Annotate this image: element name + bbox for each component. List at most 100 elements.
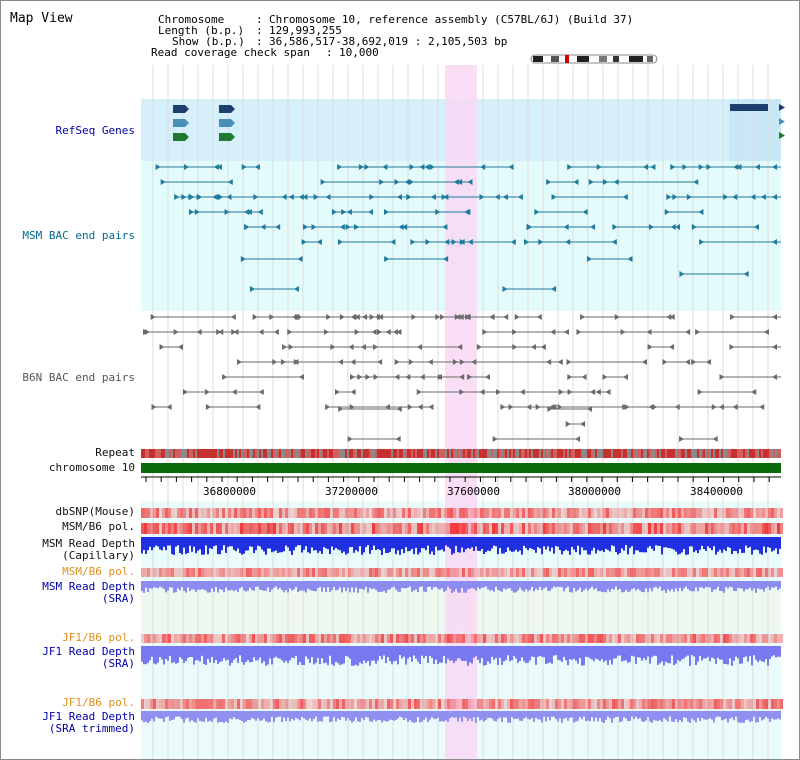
depth-bar <box>639 537 641 553</box>
bac-end-glyph <box>581 374 587 380</box>
depth-bar <box>729 711 731 719</box>
depth-bar <box>377 711 379 721</box>
depth-bar <box>365 711 367 717</box>
depth-bar <box>347 646 349 657</box>
chromosome-ideogram[interactable] <box>529 53 661 65</box>
depth-bar <box>527 646 529 663</box>
depth-bar <box>333 646 335 666</box>
depth-bar <box>753 537 755 551</box>
track-label-jf1-depth-trimmed[interactable]: JF1 Read Depth <box>42 710 135 723</box>
track-label-msm-pol-2[interactable]: MSM/B6 pol. <box>62 565 135 578</box>
bac-end-glyph <box>679 436 685 442</box>
heat-cell <box>237 508 240 518</box>
track-label-jf1-pol-2[interactable]: JF1/B6 pol. <box>62 696 135 709</box>
track-label-repeat[interactable]: Repeat <box>95 446 135 459</box>
bac-end-glyph <box>718 404 724 410</box>
depth-bar <box>665 537 667 548</box>
depth-bar <box>511 646 513 661</box>
bac-end-glyph <box>350 389 356 395</box>
heat-cell <box>702 634 705 643</box>
bac-end-glyph <box>662 359 668 365</box>
heat-cell <box>246 508 249 518</box>
heat-cell <box>498 699 501 709</box>
repeat-mark <box>367 449 369 458</box>
track-label-b6n-bac[interactable]: B6N BAC end pairs <box>22 371 135 384</box>
repeat-mark <box>633 449 635 458</box>
heat-cell <box>720 508 723 518</box>
depth-bar <box>227 537 229 548</box>
heat-cell <box>702 568 705 577</box>
heat-cell <box>504 699 507 709</box>
heat-cell <box>765 523 768 534</box>
track-label-chromosome[interactable]: chromosome 10 <box>48 461 135 474</box>
repeat-mark <box>535 449 537 458</box>
track-label-jf1-pol[interactable]: JF1/B6 pol. <box>62 631 135 644</box>
repeat-mark <box>587 449 589 458</box>
bac-end-glyph <box>587 406 593 412</box>
depth-bar <box>173 581 175 593</box>
heat-cell <box>237 634 240 643</box>
depth-bar <box>769 646 771 659</box>
depth-bar <box>443 711 445 722</box>
heat-cell <box>267 568 270 577</box>
heat-cell <box>312 634 315 643</box>
depth-bar <box>253 646 255 658</box>
heat-cell <box>780 523 783 534</box>
depth-bar <box>463 711 465 717</box>
heat-cell <box>474 634 477 643</box>
track-label-jf1-depth-sra[interactable]: JF1 Read Depth <box>42 645 135 658</box>
heat-cell <box>678 508 681 518</box>
depth-bar <box>333 581 335 587</box>
depth-bar <box>767 581 769 587</box>
depth-bar <box>533 537 535 550</box>
track-label-dbsnp[interactable]: dbSNP(Mouse) <box>55 505 135 518</box>
track-label-msm-depth-capillary[interactable]: MSM Read Depth <box>42 537 135 550</box>
heat-cell <box>684 508 687 518</box>
depth-bar <box>763 646 765 663</box>
depth-bar <box>771 646 773 657</box>
heat-cell <box>321 568 324 577</box>
depth-bar <box>183 711 185 723</box>
depth-bar <box>685 646 687 657</box>
depth-bar <box>723 581 725 593</box>
bac-end-glyph <box>695 329 701 335</box>
depth-bar <box>507 581 509 589</box>
depth-bar <box>309 581 311 590</box>
heat-cell <box>549 508 552 518</box>
depth-bar <box>737 711 739 723</box>
bac-end-glyph <box>338 406 344 412</box>
heat-cell <box>354 568 357 577</box>
gene-glyph <box>173 119 185 127</box>
depth-bar <box>159 581 161 587</box>
track-label-msm-pol[interactable]: MSM/B6 pol. <box>62 520 135 533</box>
depth-bar <box>225 537 227 553</box>
depth-bar <box>297 537 299 546</box>
depth-bar <box>427 581 429 587</box>
heat-cell <box>612 699 615 709</box>
heat-cell <box>687 634 690 643</box>
repeat-mark <box>663 449 665 458</box>
track-label-msm-bac[interactable]: MSM BAC end pairs <box>22 229 135 242</box>
heat-cell <box>222 523 225 534</box>
depth-bar <box>169 646 171 656</box>
repeat-mark <box>757 449 759 458</box>
bac-end-glyph <box>732 404 738 410</box>
bac-end-glyph <box>547 406 553 412</box>
depth-bar <box>645 711 647 721</box>
track-label-refseq[interactable]: RefSeq Genes <box>55 124 135 137</box>
track-label-msm-depth-sra[interactable]: MSM Read Depth <box>42 580 135 593</box>
heat-cell <box>531 634 534 643</box>
depth-bar <box>633 537 635 555</box>
bac-end-glyph <box>675 224 681 230</box>
heat-cell <box>525 634 528 643</box>
depth-bar <box>289 581 291 589</box>
repeat-mark <box>377 449 379 458</box>
heat-cell <box>696 508 699 518</box>
heat-cell <box>276 568 279 577</box>
heat-cell <box>654 568 657 577</box>
repeat-mark <box>221 449 223 458</box>
heat-cell <box>768 523 771 534</box>
depth-bar <box>255 711 257 721</box>
heat-cell <box>561 699 564 709</box>
